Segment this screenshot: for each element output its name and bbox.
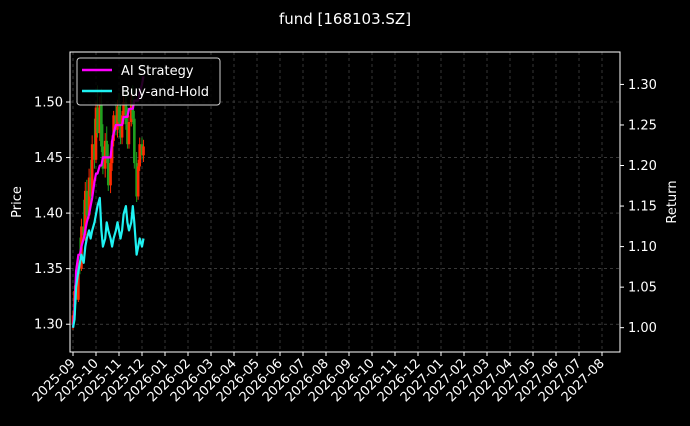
left-y-axis: 1.30 1.35 1.40 1.45 1.50 (34, 96, 70, 333)
legend-label-ai-strategy: AI Strategy (121, 64, 194, 79)
chart-title: fund [168103.SZ] (279, 10, 411, 28)
candle-body (83, 190, 87, 236)
candle-body (85, 190, 89, 216)
y-axis-label-right: Return (665, 180, 680, 223)
y-tick-label-left: 1.35 (34, 262, 63, 277)
candle-body (87, 177, 91, 216)
legend-label-buy-and-hold: Buy-and-Hold (121, 85, 209, 100)
candle-body (136, 166, 140, 197)
y-tick-label-left: 1.40 (34, 207, 63, 222)
plot-frame (69, 51, 621, 353)
candle-body (98, 104, 102, 134)
legend: AI Strategy Buy-and-Hold (76, 57, 221, 106)
y-tick-label-right: 1.00 (628, 321, 657, 336)
x-axis: 2025-092025-102025-112025-122026-012026-… (30, 352, 608, 405)
y-tick-label-right: 1.25 (628, 118, 657, 133)
y-tick-label-right: 1.15 (628, 200, 657, 215)
candle-body (127, 122, 131, 145)
candle-body (122, 102, 125, 116)
candle-body (119, 122, 122, 138)
y-tick-label-right: 1.20 (628, 159, 657, 174)
lines-layer (71, 76, 145, 328)
candle-body (133, 118, 136, 164)
candle-body (114, 115, 118, 130)
candle-body (90, 144, 94, 197)
y-axis-label-left: Price (10, 186, 25, 218)
candle-body (138, 144, 141, 167)
candle-body (100, 104, 103, 147)
candle-body (120, 115, 124, 138)
candle-body (93, 144, 96, 160)
y-tick-label-left: 1.45 (34, 151, 63, 166)
buy-and-hold-line (71, 196, 145, 328)
candle-body (96, 107, 99, 134)
y-tick-label-left: 1.30 (34, 318, 63, 333)
candle-body (135, 163, 138, 197)
ai-strategy-line (71, 76, 145, 328)
candle-body (126, 124, 129, 145)
y-tick-label-right: 1.05 (628, 281, 657, 296)
candle-body (77, 263, 80, 300)
candle-body (129, 99, 133, 122)
legend-box (76, 57, 221, 106)
candle-body (103, 140, 107, 169)
candle-body (89, 177, 92, 197)
candle-body (124, 102, 128, 125)
candle-body (117, 106, 121, 122)
candle-body (94, 107, 98, 160)
candle-body (112, 115, 115, 141)
candle-body (142, 146, 145, 156)
candle-body (105, 140, 109, 158)
candle-body (140, 144, 144, 156)
candle-body (82, 226, 86, 236)
right-y-axis: 1.00 1.05 1.10 1.15 1.20 1.25 1.30 (620, 78, 657, 336)
candle-body (109, 163, 112, 186)
y-tick-label-right: 1.10 (628, 240, 657, 255)
candle-body (116, 106, 119, 130)
y-tick-label-left: 1.50 (34, 96, 63, 111)
candle-body (106, 157, 110, 186)
y-tick-label-right: 1.30 (628, 78, 657, 93)
grid-layer (70, 52, 620, 352)
